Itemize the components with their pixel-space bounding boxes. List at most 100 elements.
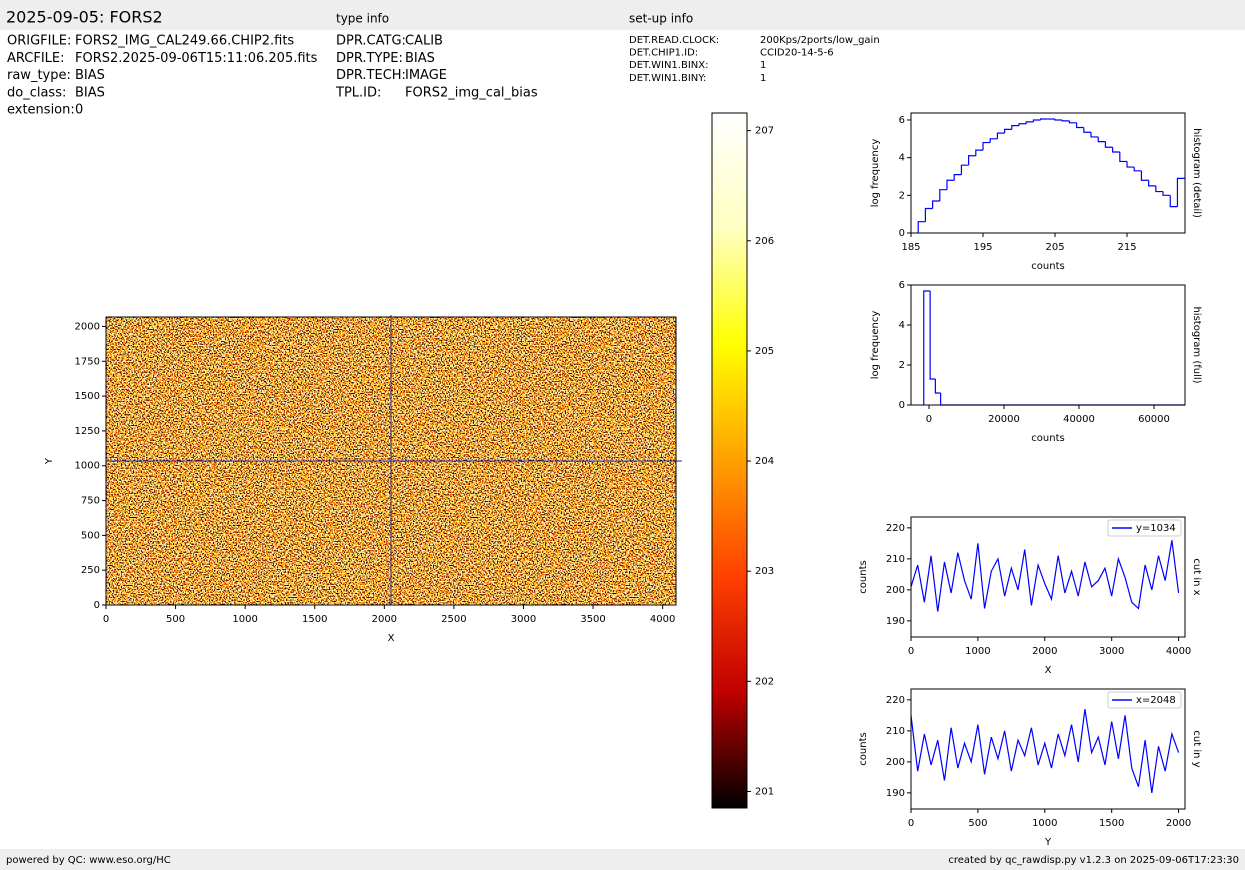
histogram-step	[1032, 119, 1041, 122]
x-tick-label: 0	[908, 646, 914, 657]
info-label: DET.WIN1.BINX:	[629, 60, 709, 71]
histogram-step	[1112, 147, 1120, 153]
info-value: 1	[760, 73, 766, 84]
histogram-step	[1169, 195, 1178, 208]
x-axis-label: Y	[1044, 837, 1052, 848]
histogram-step	[939, 189, 948, 201]
histogram-step	[1176, 177, 1185, 207]
histogram-step	[1068, 120, 1077, 124]
info-label: ARCFILE:	[7, 51, 65, 66]
histogram-step	[1126, 161, 1135, 168]
histogram-step	[1155, 185, 1164, 193]
x-tick-label: 500	[166, 614, 185, 625]
y-tick-label: 206	[755, 236, 774, 247]
info-value: FORS2_img_cal_bias	[405, 85, 538, 100]
histogram-step	[1104, 141, 1113, 148]
y-tick-label: 200	[886, 585, 905, 596]
histogram-step	[917, 221, 926, 233]
y-tick-label: 6	[899, 115, 905, 126]
x-tick-label: 40000	[1063, 414, 1095, 425]
x-tick-label: 0	[908, 818, 914, 829]
info-label: TPL.ID:	[335, 85, 381, 100]
histogram-step	[1061, 119, 1070, 122]
y-tick-label: 205	[755, 346, 774, 357]
info-value: BIAS	[405, 51, 435, 66]
histogram-step	[1133, 167, 1142, 172]
page-title: 2025-09-05: FORS2	[6, 8, 163, 27]
y-tick-label: 1000	[75, 461, 100, 472]
footer-right: created by qc_rawdisp.py v1.2.3 on 2025-…	[948, 855, 1239, 866]
x-tick-label: 2500	[441, 614, 466, 625]
histogram-step	[932, 200, 940, 209]
y-tick-label: 201	[755, 786, 774, 797]
x-tick-label: 20000	[988, 414, 1020, 425]
x-tick-label: 4000	[650, 614, 675, 625]
info-value: CALIB	[405, 34, 443, 49]
histogram-step	[960, 164, 969, 175]
info-value: FORS2_IMG_CAL249.66.CHIP2.fits	[75, 34, 294, 49]
right-label: cut in x	[1191, 558, 1202, 595]
y-tick-label: 0	[899, 400, 905, 411]
y-tick-label: 1750	[75, 356, 100, 367]
colorbar	[711, 112, 748, 809]
info-value: 0	[75, 103, 83, 118]
y-tick-label: 500	[81, 530, 100, 541]
x-tick-label: 500	[968, 818, 987, 829]
info-value: CCID20-14-5-6	[760, 48, 834, 59]
histogram-step	[1054, 119, 1063, 121]
footer-bar	[0, 849, 1245, 870]
y-axis-label: counts	[858, 560, 869, 593]
histogram-step	[929, 291, 936, 380]
y-tick-label: 190	[886, 788, 905, 799]
plot-frame	[910, 112, 1186, 234]
x-tick-label: 3500	[580, 614, 605, 625]
right-label: histogram (full)	[1191, 306, 1202, 383]
info-label: DPR.TYPE:	[336, 51, 403, 66]
histogram-step	[1119, 151, 1128, 163]
type-info-title: type info	[336, 12, 389, 26]
legend-box	[1107, 691, 1182, 709]
histogram-step	[1097, 136, 1106, 143]
legend-label: y=1034	[1136, 523, 1176, 534]
x-axis-label: X	[388, 633, 395, 644]
y-tick-label: 2	[899, 190, 905, 201]
info-label: DET.CHIP1.ID:	[629, 48, 698, 59]
x-tick-label: 205	[1045, 242, 1064, 253]
header-bar	[0, 0, 1245, 30]
x-tick-label: 1000	[1032, 818, 1057, 829]
y-tick-label: 190	[886, 616, 905, 627]
info-value: BIAS	[75, 85, 105, 100]
histogram-step	[1083, 127, 1092, 133]
y-axis-label: log frequency	[870, 139, 881, 208]
histogram-step	[982, 141, 991, 151]
y-tick-label: 2	[899, 360, 905, 371]
histogram-step	[1018, 123, 1027, 126]
x-tick-label: 0	[926, 414, 932, 425]
y-tick-label: 4	[899, 153, 905, 164]
x-tick-label: 195	[973, 242, 992, 253]
y-tick-label: 2000	[75, 321, 100, 332]
y-tick-label: 750	[81, 496, 100, 507]
info-label: raw_type:	[7, 68, 71, 83]
y-tick-label: 0	[899, 228, 905, 239]
x-tick-label: 4000	[1166, 646, 1191, 657]
info-label: do_class:	[7, 85, 66, 100]
histogram-step	[1076, 122, 1084, 129]
info-value: 1	[760, 60, 766, 71]
x-tick-label: 1000	[232, 614, 257, 625]
x-tick-label: 1000	[965, 646, 990, 657]
y-tick-label: 210	[886, 726, 905, 737]
y-axis-label: Y	[44, 457, 55, 465]
cut-line	[910, 709, 1180, 793]
x-tick-label: 3000	[1099, 646, 1124, 657]
x-tick-label: 60000	[1138, 414, 1170, 425]
y-tick-label: 203	[755, 566, 774, 577]
y-tick-label: 207	[755, 126, 774, 137]
x-tick-label: 2000	[1032, 646, 1057, 657]
y-axis-label: counts	[858, 732, 869, 765]
y-tick-label: 210	[886, 554, 905, 565]
histogram-step	[953, 174, 962, 181]
right-label: cut in y	[1191, 730, 1202, 767]
legend-box	[1107, 519, 1182, 537]
plot-frame	[105, 316, 677, 606]
